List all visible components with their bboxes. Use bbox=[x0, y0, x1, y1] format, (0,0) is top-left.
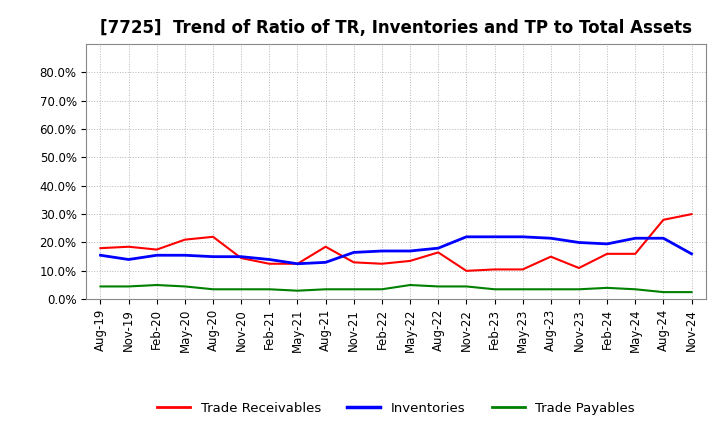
Title: [7725]  Trend of Ratio of TR, Inventories and TP to Total Assets: [7725] Trend of Ratio of TR, Inventories… bbox=[100, 19, 692, 37]
Line: Trade Receivables: Trade Receivables bbox=[101, 214, 691, 271]
Inventories bbox=[659, 235, 667, 241]
Trade Payables bbox=[321, 286, 330, 292]
Trade Receivables bbox=[181, 237, 189, 242]
Trade Receivables bbox=[349, 260, 358, 265]
Trade Payables bbox=[96, 284, 105, 289]
Inventories bbox=[237, 254, 246, 259]
Inventories bbox=[575, 240, 583, 245]
Trade Payables bbox=[631, 286, 639, 292]
Inventories bbox=[490, 234, 499, 239]
Trade Payables bbox=[434, 284, 443, 289]
Trade Receivables bbox=[209, 234, 217, 239]
Trade Payables bbox=[659, 290, 667, 295]
Trade Receivables bbox=[265, 261, 274, 266]
Trade Receivables bbox=[462, 268, 471, 274]
Inventories bbox=[434, 246, 443, 251]
Trade Payables bbox=[603, 285, 611, 290]
Inventories bbox=[687, 251, 696, 257]
Inventories bbox=[293, 261, 302, 266]
Inventories bbox=[265, 257, 274, 262]
Trade Receivables bbox=[377, 261, 386, 266]
Trade Payables bbox=[153, 282, 161, 288]
Trade Payables bbox=[209, 286, 217, 292]
Trade Receivables bbox=[631, 251, 639, 257]
Trade Receivables bbox=[406, 258, 415, 264]
Trade Payables bbox=[575, 286, 583, 292]
Trade Receivables bbox=[575, 265, 583, 271]
Trade Receivables bbox=[237, 256, 246, 261]
Trade Receivables bbox=[96, 246, 105, 251]
Inventories bbox=[96, 253, 105, 258]
Inventories bbox=[153, 253, 161, 258]
Trade Payables bbox=[125, 284, 133, 289]
Inventories bbox=[209, 254, 217, 259]
Trade Receivables bbox=[125, 244, 133, 249]
Trade Payables bbox=[490, 286, 499, 292]
Trade Payables bbox=[181, 284, 189, 289]
Trade Receivables bbox=[603, 251, 611, 257]
Inventories bbox=[321, 260, 330, 265]
Trade Receivables bbox=[321, 244, 330, 249]
Line: Trade Payables: Trade Payables bbox=[101, 285, 691, 292]
Inventories bbox=[406, 248, 415, 253]
Trade Payables bbox=[518, 286, 527, 292]
Trade Receivables bbox=[546, 254, 555, 259]
Trade Payables bbox=[237, 286, 246, 292]
Trade Payables bbox=[546, 286, 555, 292]
Trade Payables bbox=[377, 286, 386, 292]
Inventories bbox=[631, 235, 639, 241]
Inventories bbox=[518, 234, 527, 239]
Trade Receivables bbox=[490, 267, 499, 272]
Inventories bbox=[462, 234, 471, 239]
Trade Receivables bbox=[434, 250, 443, 255]
Trade Payables bbox=[265, 286, 274, 292]
Trade Receivables bbox=[293, 261, 302, 266]
Trade Receivables bbox=[659, 217, 667, 223]
Trade Payables bbox=[687, 290, 696, 295]
Trade Payables bbox=[406, 282, 415, 288]
Legend: Trade Receivables, Inventories, Trade Payables: Trade Receivables, Inventories, Trade Pa… bbox=[152, 396, 640, 420]
Inventories bbox=[546, 235, 555, 241]
Trade Payables bbox=[349, 286, 358, 292]
Line: Inventories: Inventories bbox=[101, 237, 691, 264]
Trade Receivables bbox=[518, 267, 527, 272]
Inventories bbox=[377, 248, 386, 253]
Trade Receivables bbox=[153, 247, 161, 252]
Inventories bbox=[181, 253, 189, 258]
Trade Payables bbox=[462, 284, 471, 289]
Inventories bbox=[603, 241, 611, 246]
Trade Receivables bbox=[687, 212, 696, 217]
Trade Payables bbox=[293, 288, 302, 293]
Inventories bbox=[125, 257, 133, 262]
Inventories bbox=[349, 250, 358, 255]
